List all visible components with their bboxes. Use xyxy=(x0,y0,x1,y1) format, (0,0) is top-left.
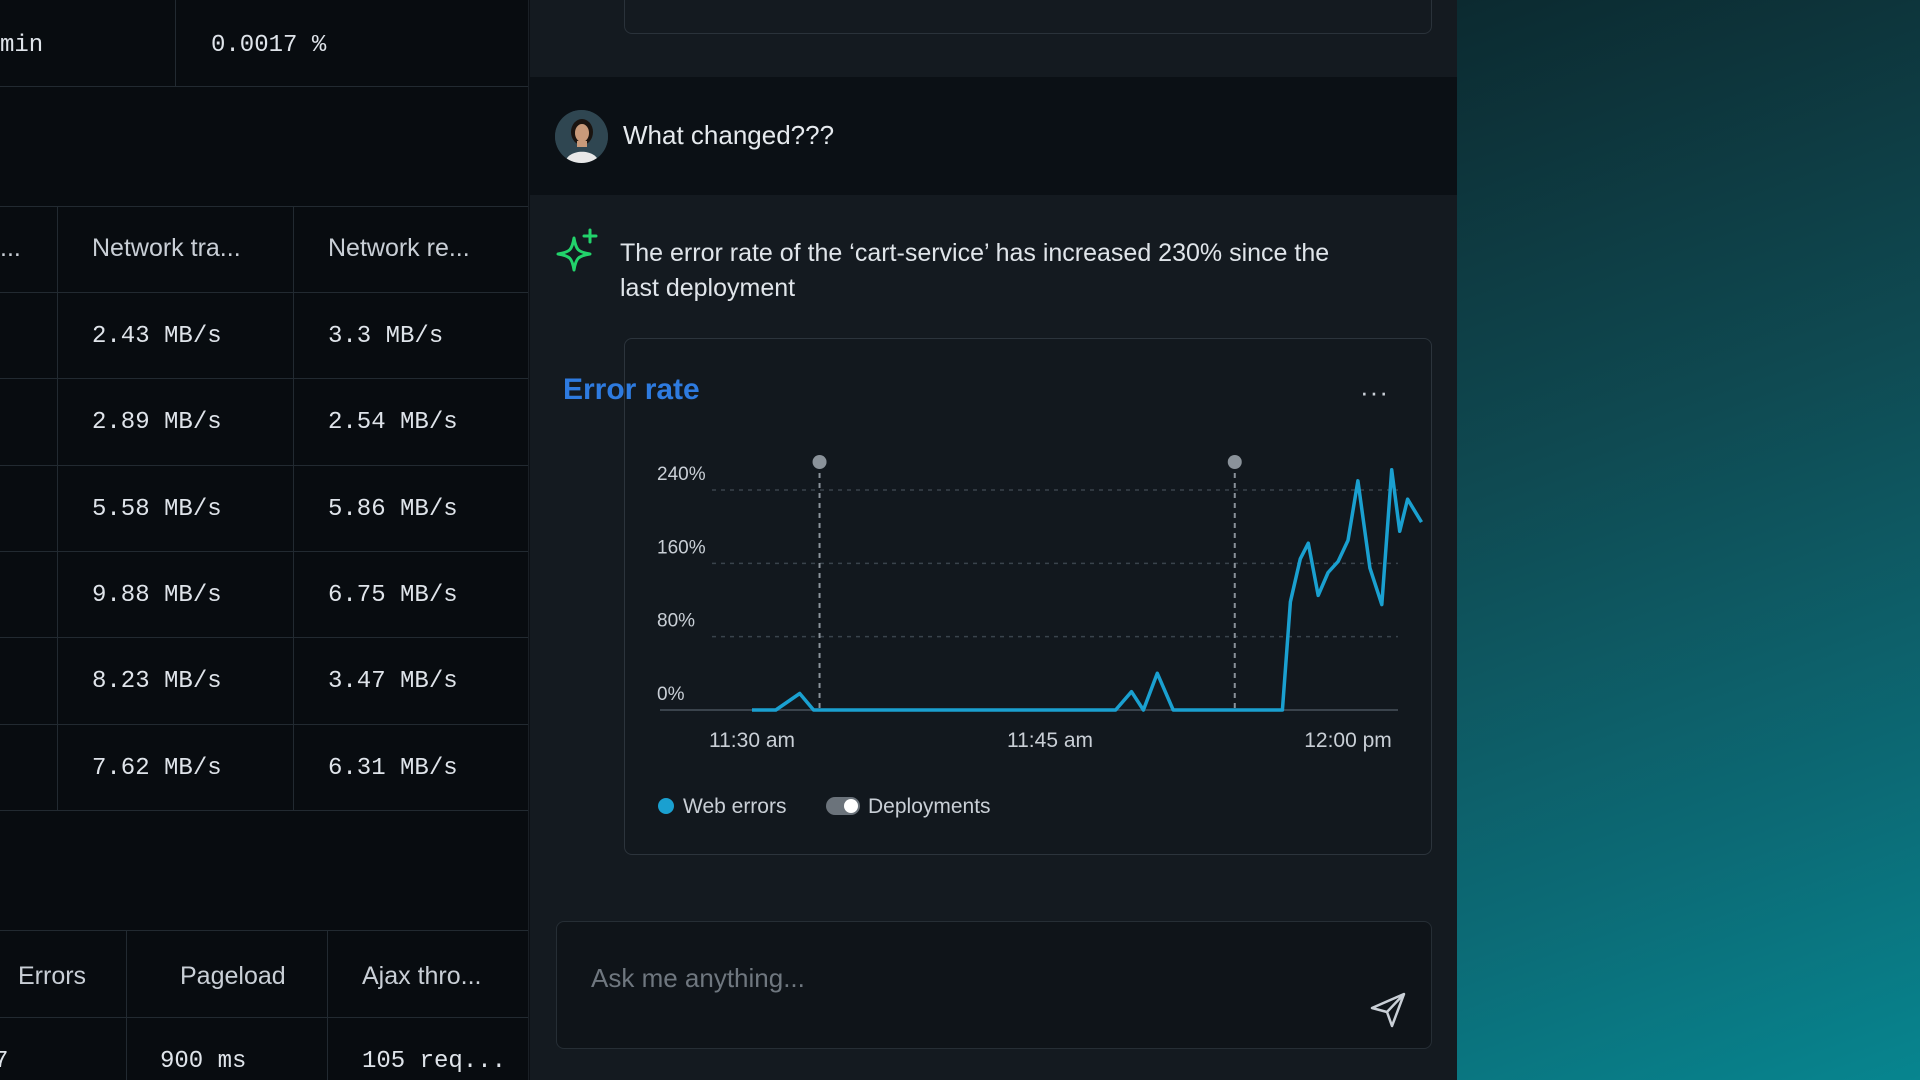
bottom-table-cell: 7 xyxy=(0,1048,8,1075)
send-icon[interactable] xyxy=(1368,990,1408,1030)
metrics-table-panel: min 0.0017 % ... Network tra... Network re… xyxy=(0,0,529,1080)
partial-row-label: min xyxy=(0,32,44,59)
more-options-icon[interactable]: ··· xyxy=(1360,377,1389,407)
bottom-table-header[interactable]: Ajax thro... xyxy=(362,962,482,990)
y-tick-label: 240% xyxy=(657,464,706,485)
ai-sparkle-icon xyxy=(556,228,598,272)
network-table-header[interactable]: Network tra... xyxy=(92,234,241,262)
y-tick-label: 0% xyxy=(657,684,685,705)
network-transmit-cell: 2.89 MB/s xyxy=(92,409,222,437)
network-transmit-cell: 2.43 MB/s xyxy=(92,323,222,350)
chat-input[interactable] xyxy=(591,958,1291,998)
web-errors-legend-dot xyxy=(658,798,674,814)
bottom-table-cell: 900 ms xyxy=(160,1048,247,1075)
network-receive-cell: 5.86 MB/s xyxy=(328,495,458,523)
network-receive-cell: 3.3 MB/s xyxy=(328,323,444,350)
avatar xyxy=(555,110,608,163)
network-transmit-cell: 8.23 MB/s xyxy=(92,668,222,696)
deployments-toggle[interactable] xyxy=(826,797,860,815)
deployment-marker-dot[interactable] xyxy=(812,455,827,469)
card-title: Error rate xyxy=(563,373,700,406)
ai-message: The error rate of the ‘cart-service’ has… xyxy=(620,239,1330,302)
bottom-table-header[interactable]: Pageload xyxy=(180,962,286,990)
network-transmit-cell: 7.62 MB/s xyxy=(92,754,222,782)
y-tick-label: 80% xyxy=(657,611,695,632)
chat-input-box xyxy=(556,921,1432,1049)
legend-deployments: Deployments xyxy=(868,795,991,818)
network-receive-cell: 6.75 MB/s xyxy=(328,581,458,609)
user-message-row: What changed??? xyxy=(530,77,1457,195)
bottom-table-header[interactable]: Errors xyxy=(18,962,87,990)
bottom-table-cell: 105 req... xyxy=(362,1048,507,1075)
network-receive-cell: 3.47 MB/s xyxy=(328,668,458,696)
previous-card xyxy=(624,0,1432,34)
background-gradient xyxy=(1457,0,1920,1080)
network-receive-cell: 6.31 MB/s xyxy=(328,754,458,782)
error-percent-value: 0.0017 % xyxy=(211,32,327,59)
series-line-web-errors xyxy=(752,468,1423,712)
network-receive-cell: 2.54 MB/s xyxy=(328,409,458,437)
network-transmit-cell: 9.88 MB/s xyxy=(92,581,222,609)
x-tick-label: 12:00 pm xyxy=(1304,729,1392,752)
network-table-header[interactable]: ... xyxy=(0,234,21,262)
x-tick-label: 11:45 am xyxy=(1007,729,1093,752)
error-rate-card xyxy=(624,338,1432,855)
y-tick-label: 160% xyxy=(657,537,706,558)
x-tick-label: 11:30 am xyxy=(709,729,795,752)
network-transmit-cell: 5.58 MB/s xyxy=(92,495,222,523)
network-table-header[interactable]: Network re... xyxy=(328,234,470,262)
user-message: What changed??? xyxy=(623,120,835,150)
deployment-marker-dot[interactable] xyxy=(1227,455,1242,469)
legend-web-errors: Web errors xyxy=(683,795,787,818)
